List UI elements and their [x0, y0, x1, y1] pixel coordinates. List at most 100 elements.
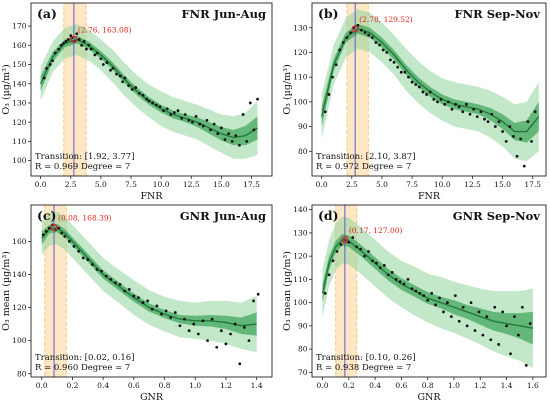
x-axis-label: FNR	[140, 191, 163, 202]
data-point	[345, 36, 349, 39]
y-tick-label: 80	[17, 369, 27, 378]
data-point	[141, 93, 145, 97]
outer-confidence-band	[321, 9, 539, 162]
y-tick-label: 170	[12, 22, 27, 31]
data-point	[493, 305, 497, 309]
data-point	[62, 41, 65, 45]
data-point	[428, 90, 432, 94]
x-tick-label: 1.2	[220, 381, 232, 390]
y-tick-label: 120	[293, 48, 308, 57]
plot-frame	[30, 2, 273, 177]
data-point	[233, 322, 237, 326]
data-point	[465, 324, 469, 328]
y-axis-label: O₃ (µg/m³)	[1, 64, 12, 114]
plot-area	[41, 205, 260, 377]
x-tick-label: 12.5	[183, 180, 200, 189]
data-point	[410, 287, 414, 291]
data-point	[432, 97, 436, 101]
data-point	[41, 233, 45, 237]
data-point	[176, 109, 180, 113]
data-point	[363, 254, 366, 258]
data-point	[51, 59, 55, 63]
peak-annotation: (2.76, 163.08)	[78, 25, 132, 34]
data-point	[183, 113, 187, 116]
data-point	[418, 291, 422, 295]
data-point	[242, 325, 246, 329]
y-tick-label: 120	[293, 252, 308, 261]
data-point	[414, 83, 418, 86]
data-point	[145, 97, 149, 101]
data-point	[526, 120, 530, 124]
panel-label: (c)	[37, 208, 56, 223]
data-point	[44, 230, 48, 233]
y-tick-label: 150	[12, 60, 27, 69]
data-point	[381, 48, 385, 52]
x-tick-label: 0.4	[369, 381, 381, 390]
peak-annotation: (0.17, 127.00)	[349, 226, 403, 235]
y-tick-label: 140	[12, 79, 27, 88]
data-point	[191, 120, 194, 124]
y-tick-label: 100	[12, 156, 27, 165]
data-point	[60, 231, 64, 235]
data-point	[513, 315, 516, 318]
data-point	[504, 140, 508, 143]
data-point	[461, 305, 465, 309]
polynomial-fit-line	[41, 227, 257, 327]
transition-text: Transition: [0.02, 0.16]	[35, 353, 135, 363]
y-tick-label: 90	[298, 122, 308, 131]
data-point	[477, 310, 481, 314]
y-tick-label: 110	[12, 137, 27, 146]
y-tick-label: 140	[12, 270, 27, 279]
data-point	[434, 303, 437, 307]
data-point	[64, 40, 68, 43]
data-point	[115, 72, 118, 76]
data-point	[75, 32, 79, 36]
transition-text: Transition: [1.92, 3.77]	[35, 152, 135, 162]
data-point	[520, 305, 524, 309]
data-point	[446, 301, 449, 305]
data-point	[389, 58, 392, 62]
data-point	[370, 36, 374, 39]
data-point	[81, 256, 85, 260]
data-point	[486, 120, 490, 124]
data-point	[335, 250, 339, 253]
data-point	[378, 43, 381, 47]
x-tick-label: 7.5	[406, 180, 418, 189]
data-point	[123, 76, 127, 80]
data-point	[516, 333, 520, 337]
x-tick-label: 10.0	[434, 180, 451, 189]
y-axis-label: O₃ mean (µg/m³)	[1, 251, 12, 331]
data-point	[457, 105, 461, 109]
data-point	[442, 310, 445, 314]
data-point	[375, 261, 378, 265]
data-point	[95, 268, 99, 271]
data-point	[223, 138, 227, 141]
plot-area	[40, 3, 259, 176]
y-tick-label: 90	[298, 321, 308, 330]
data-point	[443, 102, 447, 106]
data-point	[66, 38, 70, 41]
x-tick-label: 5.0	[95, 180, 107, 189]
data-point	[481, 333, 485, 337]
data-point	[178, 324, 182, 328]
data-point	[323, 291, 327, 295]
plot-frame	[311, 2, 547, 177]
data-point	[382, 264, 386, 267]
y-tick-label: 80	[298, 147, 308, 156]
data-point	[338, 48, 342, 52]
plot-frame	[311, 204, 547, 378]
data-point	[469, 301, 473, 305]
data-point	[169, 316, 173, 319]
data-point	[89, 47, 93, 51]
data-point	[147, 99, 151, 103]
x-tick-label: 0.0	[35, 180, 47, 189]
data-point	[219, 126, 223, 130]
plot-frame	[30, 204, 273, 378]
data-point	[238, 362, 242, 366]
x-tick-label: 1.0	[448, 381, 460, 390]
data-point	[59, 43, 63, 47]
data-point	[417, 85, 421, 89]
data-point	[501, 310, 505, 314]
y-tick-label: 160	[12, 41, 27, 50]
data-point	[134, 86, 138, 89]
